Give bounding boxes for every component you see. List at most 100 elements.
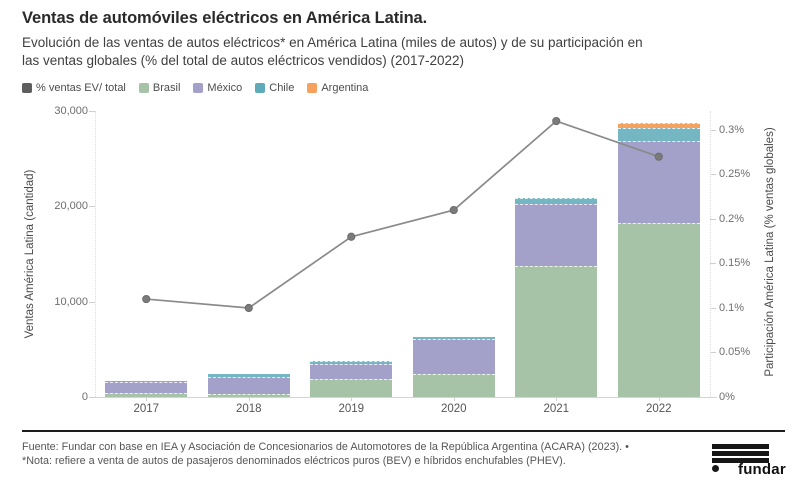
x-axis-tickmark (146, 397, 148, 401)
right-axis-tick-label: 0.3% (719, 123, 745, 136)
logo-wordmark: fundar (738, 461, 786, 478)
bar-segment-brasil (310, 379, 393, 397)
left-axis-tickmark (89, 301, 95, 303)
footer-divider (22, 430, 785, 432)
left-axis-tickmark (89, 111, 95, 112)
right-axis-tick-label: 0.2% (719, 212, 745, 225)
page-subtitle: Evolución de las ventas de autos eléctri… (22, 34, 784, 69)
line-marker (244, 303, 253, 313)
legend-item-line-series: % ventas EV/ total (22, 82, 126, 94)
line-marker (654, 152, 663, 161)
legend-swatch-icon (255, 83, 266, 93)
right-axis-tickmark (710, 174, 716, 176)
footer-note: *Nota: refiere a venta de autos de pasaj… (22, 455, 566, 467)
right-axis-tickmark (710, 352, 716, 354)
left-axis-tickmark (89, 206, 95, 208)
x-axis-tick-label: 2021 (543, 403, 570, 415)
logo-bar-icon (712, 444, 769, 449)
subtitle-line-2: las ventas globales (% del total de auto… (22, 52, 465, 68)
bar-segment-chile (105, 381, 188, 382)
bar-segment-chile (515, 197, 598, 205)
bar-2020 (412, 337, 495, 397)
legend-item-label: Argentina (321, 82, 369, 94)
x-axis-tickmark (658, 397, 660, 401)
line-path (146, 120, 660, 309)
bar-segment-méxico (207, 376, 290, 394)
chart-legend: % ventas EV/ total Brasil México Chile Argen… (22, 82, 368, 94)
bar-segment-méxico (515, 204, 598, 266)
bar-segment-brasil (412, 374, 495, 397)
right-axis-tickmark (710, 263, 716, 265)
bar-segment-méxico (412, 339, 495, 375)
x-axis-baseline (93, 397, 717, 398)
bar-2021 (515, 197, 598, 397)
legend-item-méxico: México (193, 82, 242, 94)
bar-segment-brasil (515, 265, 598, 397)
axis-vertical-line (95, 111, 96, 397)
logo-bar-icon (712, 458, 769, 463)
bar-2017 (105, 381, 188, 397)
right-axis-tick-label: 0.25% (719, 168, 751, 181)
right-axis-tickmark (710, 218, 716, 220)
bar-segment-brasil (207, 393, 290, 397)
left-axis-tick-label: 20,000 (54, 200, 88, 213)
bar-segment-chile (617, 127, 700, 142)
right-axis-tickmark (710, 307, 716, 309)
legend-swatch-icon (307, 83, 318, 93)
x-axis-tick-label: 2017 (133, 403, 160, 415)
bar-segment-brasil (105, 393, 188, 397)
footer-source: Fuente: Fundar con base en IEA y Asociac… (22, 441, 629, 453)
left-axis-tickmark (89, 397, 95, 398)
legend-swatch-icon (193, 83, 204, 93)
fundar-logo: fundar (712, 444, 786, 482)
bar-segment-méxico (310, 363, 393, 380)
x-axis-tick-label: 2020 (440, 403, 467, 415)
bar-segment-chile (207, 374, 290, 377)
legend-swatch-icon (138, 83, 149, 93)
x-axis-tick-label: 2018 (235, 403, 262, 415)
bar-segment-chile (412, 337, 495, 340)
share-line-chart (142, 116, 663, 313)
x-axis-tickmark (453, 397, 455, 401)
right-axis-tick-label: 0% (719, 391, 735, 403)
legend-item-chile: Chile (255, 82, 294, 94)
right-axis-title: Participación América Latina (% ventas g… (764, 127, 776, 377)
left-axis-tick-label: 0 (81, 391, 88, 403)
bar-2018 (207, 374, 290, 397)
legend-item-label: Brasil (152, 82, 181, 94)
left-axis-title: Ventas América Latina (cantidad) (24, 169, 36, 339)
left-axis-tick-label: 10,000 (54, 295, 88, 308)
legend-item-argentina: Argentina (307, 82, 368, 94)
line-marker (552, 116, 561, 126)
bar-segment-brasil (617, 222, 700, 397)
line-marker (449, 205, 458, 215)
bar-2019 (310, 361, 393, 397)
x-axis-tickmark (556, 397, 558, 401)
chart-plot-area: Ventas América Latina (cantidad) Partici… (24, 105, 776, 415)
line-marker (142, 294, 151, 304)
right-axis-tickmark (710, 129, 716, 131)
legend-item-label: % ventas EV/ total (36, 82, 126, 94)
line-marker (347, 232, 356, 241)
bar-segment-argentina (617, 122, 700, 128)
right-axis-tick-label: 0.1% (719, 301, 745, 314)
bar-segment-méxico (105, 381, 188, 394)
subtitle-line-1: Evolución de las ventas de autos eléctri… (22, 35, 643, 50)
right-axis-tick-label: 0.15% (719, 257, 751, 270)
page-title: Ventas de automóviles eléctricos en Amér… (22, 9, 428, 27)
x-axis-tickmark (351, 397, 353, 401)
logo-dot-icon (712, 465, 719, 472)
right-axis-tick-label: 0.05% (719, 346, 751, 359)
bar-segment-chile (310, 361, 393, 364)
x-axis-tick-label: 2022 (645, 403, 672, 415)
axis-vertical-line (710, 111, 711, 397)
x-axis-tick-label: 2019 (338, 403, 365, 415)
left-axis-tick-label: 30,000 (54, 105, 88, 117)
legend-swatch-icon (22, 83, 32, 93)
legend-item-label: México (207, 82, 243, 94)
logo-bar-icon (712, 451, 769, 456)
legend-item-brasil: Brasil (138, 82, 181, 94)
legend-item-label: Chile (269, 82, 295, 94)
x-axis-tickmark (248, 397, 250, 401)
